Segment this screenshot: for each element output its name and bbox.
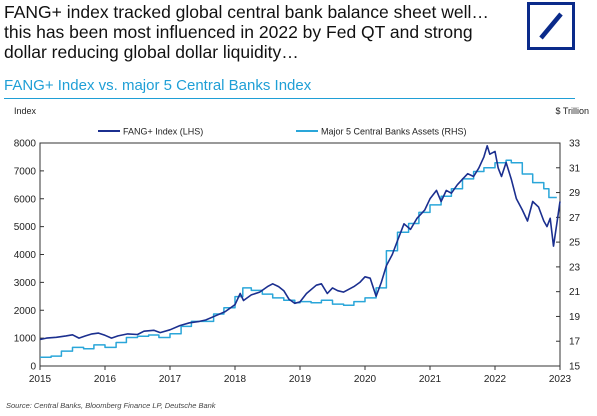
y-right-tick-label: 17 [569,337,581,348]
y-left-tick-label: 8000 [14,139,37,150]
y-right-tick-label: 15 [569,362,581,373]
headline-line-1: FANG+ index tracked global central bank … [4,2,489,22]
y-right-tick-label: 19 [569,312,581,323]
chart-subtitle: FANG+ Index vs. major 5 Central Banks In… [4,77,312,94]
x-tick-label: 2016 [94,374,117,385]
y-right-tick-label: 27 [569,213,581,224]
headline-line-2: this has been most influenced in 2022 by… [4,22,473,42]
x-tick-label: 2019 [289,374,312,385]
y-left-tick-label: 5000 [14,222,37,233]
legend-label-1: Major 5 Central Banks Assets (RHS) [321,127,467,137]
y-right-tick-label: 29 [569,188,581,199]
headline-line-3: dollar reducing global dollar liquidity… [4,42,299,62]
x-tick-label: 2018 [224,374,247,385]
subtitle-divider [4,98,575,99]
plot-frame [39,142,561,367]
headline: FANG+ index tracked global central bank … [4,2,519,62]
y-right-tick-label: 33 [569,139,581,150]
y-right-tick-label: 31 [569,163,581,174]
legend-label-0: FANG+ Index (LHS) [123,127,203,137]
x-tick-label: 2017 [159,374,182,385]
y-left-tick-label: 2000 [14,306,37,317]
source-note: Source: Central Banks, Bloomberg Finance… [6,401,216,410]
y-axis-right-title: $ Trillion [555,106,589,116]
y-left-tick-label: 4000 [14,250,37,261]
x-tick-label: 2021 [419,374,442,385]
series-line-cb-assets [40,159,557,359]
y-left-tick-label: 6000 [14,194,37,205]
line-chart: Index $ Trillion 0 1000 2000 3000 4000 5000 6000… [14,106,589,385]
y-left-tick-label: 7000 [14,166,37,177]
y-right-tick-label: 23 [569,262,581,273]
y-left-tick-label: 0 [30,362,36,373]
y-left-tick-label: 3000 [14,278,37,289]
deutsche-bank-logo-icon [527,2,575,50]
y-right-tick-label: 25 [569,238,581,249]
y-axis-left-title: Index [14,106,37,116]
y-left-tick-label: 1000 [14,334,37,345]
x-tick-label: 2023 [549,374,572,385]
series-line-fang-index [39,145,561,341]
y-right-tick-label: 21 [569,287,581,298]
x-tick-label: 2015 [29,374,52,385]
x-tick-label: 2020 [354,374,377,385]
x-tick-label: 2022 [484,374,507,385]
